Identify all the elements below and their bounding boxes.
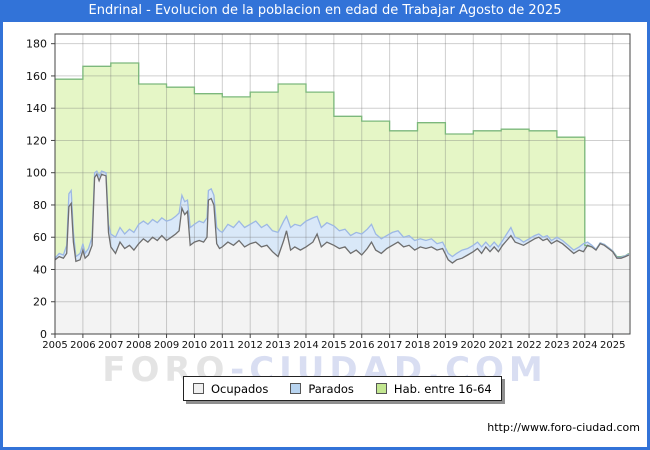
parados-swatch-icon bbox=[290, 383, 302, 394]
svg-text:80: 80 bbox=[33, 199, 47, 212]
foro-ciudad-url-link[interactable]: http://www.foro-ciudad.com bbox=[487, 421, 640, 434]
legend-item-hab-16-64: Hab. entre 16-64 bbox=[375, 381, 492, 396]
svg-text:160: 160 bbox=[26, 70, 47, 83]
legend-label-ocupados: Ocupados bbox=[211, 381, 269, 396]
legend-item-parados: Parados bbox=[290, 382, 354, 396]
svg-text:2020: 2020 bbox=[461, 340, 486, 351]
svg-text:40: 40 bbox=[33, 263, 47, 276]
legend-label-parados: Parados bbox=[308, 381, 354, 396]
ocupados-swatch-icon bbox=[193, 383, 204, 394]
svg-text:2019: 2019 bbox=[433, 340, 458, 351]
svg-text:100: 100 bbox=[26, 167, 47, 180]
svg-text:2007: 2007 bbox=[98, 340, 123, 351]
svg-text:2023: 2023 bbox=[544, 340, 569, 351]
chart-title: Endrinal - Evolucion de la poblacion en … bbox=[0, 0, 650, 22]
svg-text:140: 140 bbox=[26, 102, 47, 115]
chart-legend: Ocupados Parados Hab. entre 16-64 bbox=[183, 376, 502, 401]
legend-item-ocupados: Ocupados bbox=[193, 382, 268, 396]
svg-text:2022: 2022 bbox=[516, 340, 541, 351]
svg-text:120: 120 bbox=[26, 134, 47, 147]
svg-text:2009: 2009 bbox=[154, 340, 179, 351]
svg-text:20: 20 bbox=[33, 296, 47, 309]
svg-text:2015: 2015 bbox=[321, 340, 346, 351]
svg-text:2024: 2024 bbox=[572, 340, 597, 351]
svg-text:2014: 2014 bbox=[293, 340, 318, 351]
svg-text:0: 0 bbox=[40, 328, 47, 341]
legend-label-hab-16-64: Hab. entre 16-64 bbox=[393, 381, 492, 396]
svg-text:2008: 2008 bbox=[126, 340, 151, 351]
svg-text:2013: 2013 bbox=[265, 340, 290, 351]
svg-text:180: 180 bbox=[26, 38, 47, 51]
svg-text:2025: 2025 bbox=[600, 340, 625, 351]
svg-text:2017: 2017 bbox=[377, 340, 402, 351]
svg-text:2012: 2012 bbox=[237, 340, 262, 351]
svg-text:2018: 2018 bbox=[405, 340, 430, 351]
svg-text:2006: 2006 bbox=[70, 340, 95, 351]
hab-16-64-swatch-icon bbox=[375, 383, 387, 394]
svg-text:2021: 2021 bbox=[488, 340, 513, 351]
svg-text:2011: 2011 bbox=[210, 340, 235, 351]
svg-text:60: 60 bbox=[33, 231, 47, 244]
svg-text:2010: 2010 bbox=[182, 340, 207, 351]
svg-text:2005: 2005 bbox=[42, 340, 67, 351]
svg-text:2016: 2016 bbox=[349, 340, 374, 351]
